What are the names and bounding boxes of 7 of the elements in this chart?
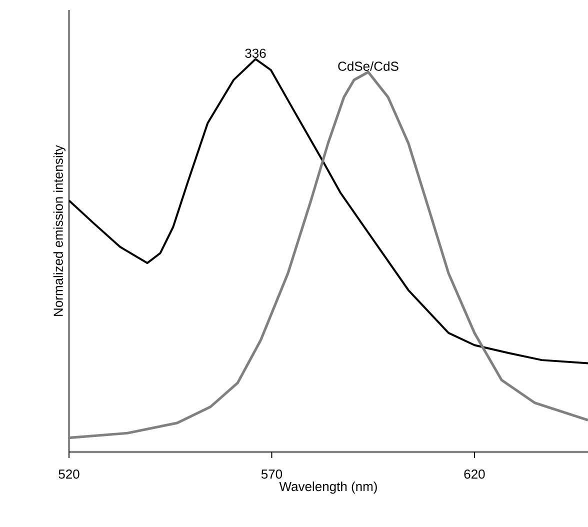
x-tick-label: 570 (261, 470, 282, 479)
x-axis-title: Wavelength (nm) (279, 482, 377, 494)
y-axis-title: Normalized emission intensity (53, 145, 66, 316)
series-label: CdSe/CdS (338, 61, 398, 71)
x-tick-label: 620 (464, 470, 485, 479)
x-tick-label: 520 (58, 470, 80, 479)
series-label: 336 (245, 48, 266, 58)
